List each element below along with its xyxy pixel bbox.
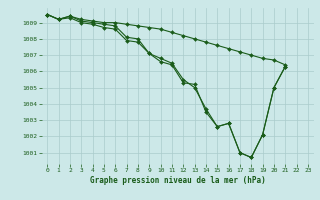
X-axis label: Graphe pression niveau de la mer (hPa): Graphe pression niveau de la mer (hPa) bbox=[90, 176, 266, 185]
